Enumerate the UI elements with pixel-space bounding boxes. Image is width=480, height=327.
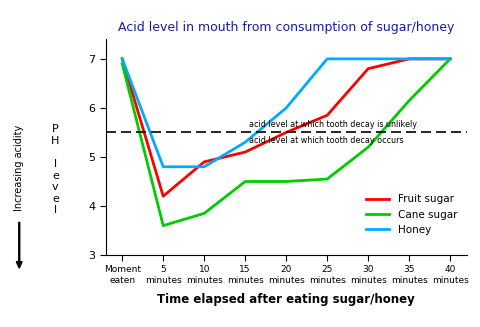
Legend: Fruit sugar, Cane sugar, Honey: Fruit sugar, Cane sugar, Honey (361, 190, 460, 239)
Text: P
H

l
e
v
e
l: P H l e v e l (51, 124, 60, 215)
Text: Increasing acidity: Increasing acidity (14, 124, 24, 211)
Text: acid level at which tooth decay is unlikely: acid level at which tooth decay is unlik… (249, 119, 417, 129)
Title: Acid level in mouth from consumption of sugar/honey: Acid level in mouth from consumption of … (118, 21, 454, 34)
X-axis label: Time elapsed after eating sugar/honey: Time elapsed after eating sugar/honey (157, 293, 414, 306)
Text: acid level at which tooth decay occurs: acid level at which tooth decay occurs (249, 136, 403, 146)
